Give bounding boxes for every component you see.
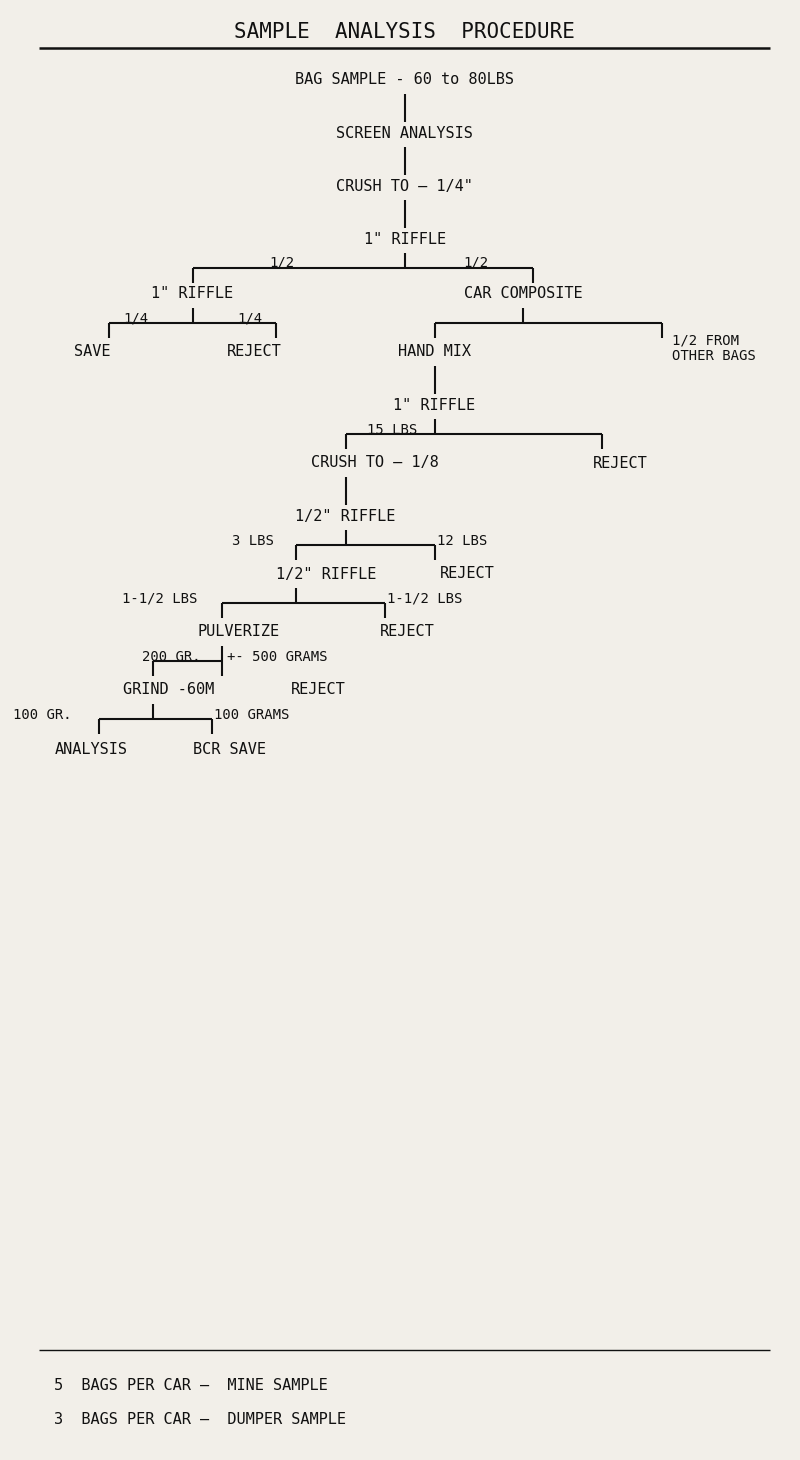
Text: 1/4: 1/4 (238, 311, 262, 326)
Text: CRUSH TO – 1/8: CRUSH TO – 1/8 (311, 456, 439, 470)
Text: 1/2: 1/2 (463, 255, 489, 270)
Text: PULVERIZE: PULVERIZE (198, 625, 279, 639)
Text: CRUSH TO – 1/4": CRUSH TO – 1/4" (337, 178, 474, 194)
Text: 3  BAGS PER CAR –  DUMPER SAMPLE: 3 BAGS PER CAR – DUMPER SAMPLE (54, 1412, 346, 1428)
Text: 1" RIFFLE: 1" RIFFLE (394, 397, 475, 413)
Text: 1/2: 1/2 (269, 255, 294, 270)
Text: 200 GR.: 200 GR. (142, 650, 201, 664)
Text: SCREEN ANALYSIS: SCREEN ANALYSIS (337, 126, 474, 140)
Text: 1-1/2 LBS: 1-1/2 LBS (122, 591, 198, 606)
Text: 1" RIFFLE: 1" RIFFLE (364, 232, 446, 247)
Text: CAR COMPOSITE: CAR COMPOSITE (464, 286, 582, 302)
Text: 3 LBS: 3 LBS (232, 534, 274, 548)
Text: REJECT: REJECT (291, 682, 346, 698)
Text: 1" RIFFLE: 1" RIFFLE (151, 286, 234, 302)
Text: SAMPLE  ANALYSIS  PROCEDURE: SAMPLE ANALYSIS PROCEDURE (234, 22, 575, 42)
Text: 15 LBS: 15 LBS (366, 423, 417, 437)
Text: BCR SAVE: BCR SAVE (193, 743, 266, 758)
Text: REJECT: REJECT (439, 566, 494, 581)
Text: 1/2" RIFFLE: 1/2" RIFFLE (277, 566, 377, 581)
Text: SAVE: SAVE (74, 345, 110, 359)
Text: 1/2" RIFFLE: 1/2" RIFFLE (295, 508, 396, 524)
Text: 1/2 FROM: 1/2 FROM (671, 333, 738, 347)
Text: 100 GRAMS: 100 GRAMS (214, 708, 290, 723)
Text: HAND MIX: HAND MIX (398, 345, 471, 359)
Text: REJECT: REJECT (380, 625, 435, 639)
Text: 100 GR.: 100 GR. (14, 708, 72, 723)
Text: REJECT: REJECT (593, 456, 647, 470)
Text: 5  BAGS PER CAR –  MINE SAMPLE: 5 BAGS PER CAR – MINE SAMPLE (54, 1377, 328, 1393)
Text: +- 500 GRAMS: +- 500 GRAMS (227, 650, 328, 664)
Text: 1/4: 1/4 (124, 311, 149, 326)
Text: 12 LBS: 12 LBS (437, 534, 486, 548)
Text: GRIND -60M: GRIND -60M (123, 682, 214, 698)
Text: ANALYSIS: ANALYSIS (54, 743, 127, 758)
Text: REJECT: REJECT (227, 345, 282, 359)
Text: BAG SAMPLE - 60 to 80LBS: BAG SAMPLE - 60 to 80LBS (295, 73, 514, 88)
Text: 1-1/2 LBS: 1-1/2 LBS (387, 591, 462, 606)
Text: OTHER BAGS: OTHER BAGS (671, 349, 755, 364)
